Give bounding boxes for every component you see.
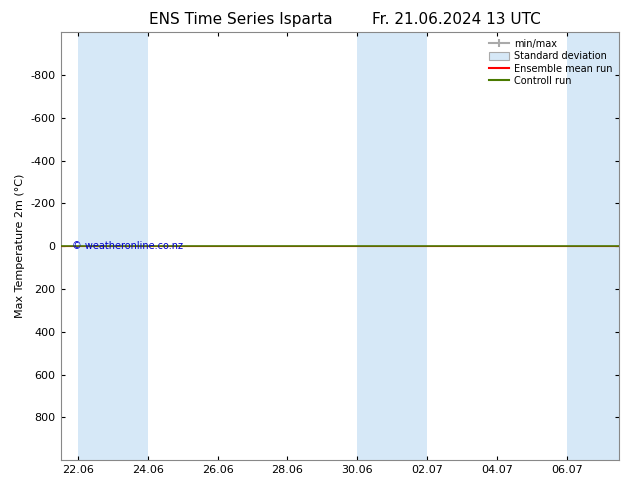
Bar bbox=[357, 32, 427, 460]
Bar bbox=[78, 32, 148, 460]
Legend: min/max, Standard deviation, Ensemble mean run, Controll run: min/max, Standard deviation, Ensemble me… bbox=[488, 37, 614, 88]
Text: Fr. 21.06.2024 13 UTC: Fr. 21.06.2024 13 UTC bbox=[372, 12, 541, 27]
Bar bbox=[567, 32, 619, 460]
Y-axis label: Max Temperature 2m (°C): Max Temperature 2m (°C) bbox=[15, 174, 25, 318]
Text: © weatheronline.co.nz: © weatheronline.co.nz bbox=[72, 241, 183, 251]
Text: ENS Time Series Isparta: ENS Time Series Isparta bbox=[149, 12, 333, 27]
